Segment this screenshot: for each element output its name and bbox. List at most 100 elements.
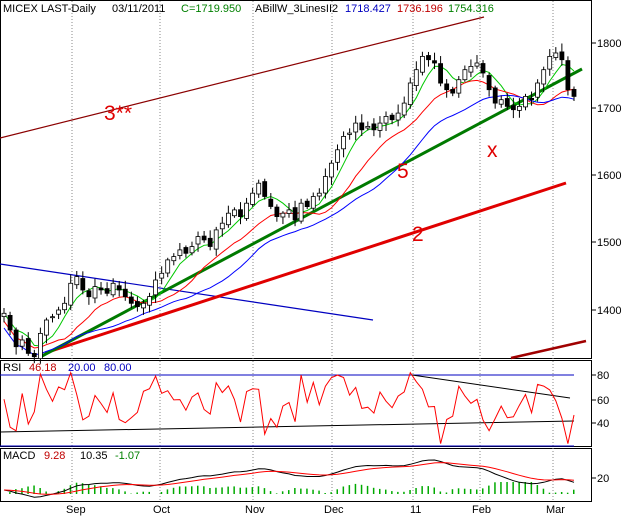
macd-hist-bar — [306, 488, 308, 494]
macd-hist-bar — [106, 487, 108, 494]
candle-body — [280, 212, 286, 218]
candle-body — [225, 212, 231, 226]
macd-hist-bar — [281, 491, 284, 494]
macd-hist-bar — [215, 487, 217, 494]
candle-body — [268, 198, 274, 207]
trendlines — [0, 16, 587, 360]
x-tick-mar: Mar — [546, 504, 565, 516]
candle-body — [219, 222, 225, 230]
macd-hist-bar — [445, 492, 448, 494]
candle-body — [128, 296, 134, 304]
macd-hist-bar — [209, 488, 211, 494]
candle-body — [286, 209, 292, 214]
macd-hist-bar — [421, 486, 423, 494]
label-trend-5: 5 — [397, 160, 409, 183]
macd-hist-bar — [81, 483, 84, 494]
label-trend-2: 2 — [412, 223, 424, 246]
macd-hist-bar — [506, 482, 508, 494]
macd-hist-bar — [197, 485, 199, 494]
macd-hist-bar — [415, 488, 417, 494]
macd-hist-bar — [15, 489, 17, 494]
macd-hist-bar — [469, 489, 472, 494]
candle-body — [395, 112, 401, 121]
annotation-labels: 3** 5 2 x — [104, 102, 498, 246]
macd-tick-20: 20 — [597, 473, 609, 485]
blue-descending-line — [0, 263, 374, 321]
candle-body — [335, 149, 340, 163]
ma-slow-line — [3, 94, 575, 356]
macd-hist-bar — [530, 482, 533, 494]
x-tick-oct: Oct — [153, 504, 170, 516]
candle-body — [432, 60, 437, 64]
candle-body — [559, 51, 565, 61]
macd-hist-bar — [494, 482, 496, 494]
candle-body — [231, 209, 237, 217]
x-axis: Sep Oct Nov Dec 11 Feb Mar — [66, 504, 565, 516]
macd-hist-bar — [245, 487, 248, 494]
candle-body — [450, 89, 456, 94]
macd-hist-bar — [336, 489, 338, 494]
rsi-tick-80: 80 — [597, 370, 609, 382]
macd-hist-bar — [300, 488, 302, 494]
macd-hist-bar — [330, 492, 332, 494]
candle-body — [86, 290, 92, 298]
candle-body — [262, 181, 268, 197]
macd-hist-bar — [160, 492, 163, 494]
candle-body — [213, 229, 219, 250]
price-tick-1600: 1600 — [597, 170, 621, 182]
macd-hist-bar — [263, 488, 266, 494]
candle-body — [134, 301, 140, 307]
macd-hist-bar — [45, 491, 47, 494]
candle-body — [462, 69, 468, 81]
candle-body — [359, 122, 365, 131]
candle-body — [328, 162, 334, 178]
candles — [1, 43, 577, 364]
candle-body — [62, 302, 67, 311]
macd-hist-bar — [548, 492, 551, 494]
header-value-2: 1736.196 — [397, 3, 443, 15]
macd-hist-bar — [9, 492, 11, 494]
macd-hist-bar — [233, 486, 235, 494]
candle-body — [201, 235, 207, 241]
macd-hist-bar — [227, 486, 229, 494]
rsi-tick-40: 40 — [597, 418, 609, 430]
macd-hist-bar — [439, 491, 442, 494]
price-axis: 1800 1700 1600 1500 1400 — [591, 38, 621, 317]
candle-body — [207, 237, 213, 247]
price-tick-1800: 1800 — [597, 38, 621, 50]
candle-body — [31, 352, 37, 358]
candle-body — [565, 60, 571, 91]
candle-body — [401, 102, 407, 116]
candle-body — [122, 288, 128, 298]
x-tick-dec: Dec — [324, 504, 344, 516]
candle-body — [510, 105, 516, 111]
macd-hist-bar — [251, 487, 254, 494]
price-tick-1500: 1500 — [597, 237, 621, 249]
macd-hist-bar — [148, 491, 150, 494]
price-tick-1400: 1400 — [597, 305, 621, 317]
rsi-tick-60: 60 — [597, 395, 609, 407]
candle-body — [523, 96, 528, 108]
macd-hist-bar — [269, 491, 272, 494]
macd-hist-bar — [75, 482, 78, 494]
candle-body — [456, 79, 462, 94]
macd-hist-bar — [372, 487, 375, 494]
macd-hist-bar — [324, 493, 326, 494]
macd-hist-bar — [409, 490, 411, 494]
macd-hist-bar — [100, 486, 102, 494]
candle-body — [250, 192, 256, 205]
macd-hist-bar — [536, 485, 539, 494]
macd-hist-bar — [221, 487, 223, 494]
macd-hist-bar — [451, 489, 454, 494]
candle-body — [419, 56, 425, 73]
macd-hist-bar — [124, 491, 126, 494]
header-title: MICEX LAST-Daily — [3, 3, 96, 15]
candle-body — [171, 256, 177, 262]
candle-body — [480, 63, 486, 74]
macd-hist-bar — [318, 490, 320, 494]
macd-hist-bar — [69, 485, 72, 494]
macd-hist-bar — [275, 493, 278, 494]
x-tick-11: 11 — [410, 504, 421, 516]
header-value-3: 1754.316 — [448, 3, 494, 15]
candle-body — [153, 279, 159, 296]
